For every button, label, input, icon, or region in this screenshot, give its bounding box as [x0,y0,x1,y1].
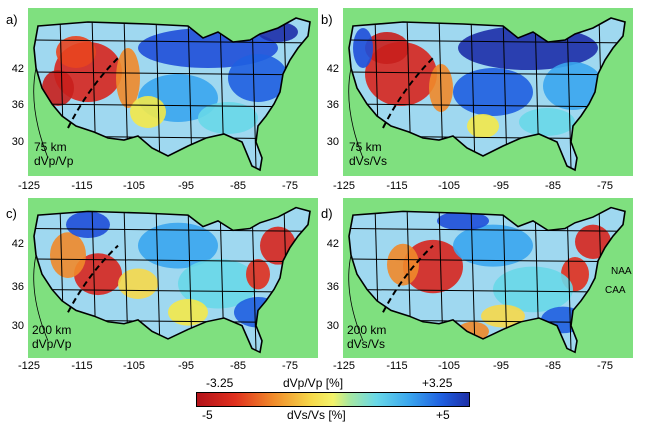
lon-tick-label: -115 [71,180,93,192]
lon-tick-label: -95 [178,360,194,372]
depth-quantity-label: 200 km dVs/Vs [347,323,386,351]
caa-annotation: CAA [605,285,626,296]
lon-tick-label: -75 [282,180,298,192]
lon-tick-label: -85 [545,180,561,192]
lat-tick-label: 42 [326,238,339,250]
lat-tick-label: 42 [326,63,339,75]
lat-tick-label: 36 [326,281,339,293]
lon-tick-label: -95 [178,180,194,192]
panel-label: b) [321,12,333,27]
lon-tick-label: -105 [122,360,146,372]
depth-label: 75 km [349,140,382,154]
panel-c: c) 42 36 30 200 km dVp/Vp -125 -115 -105… [0,190,335,380]
depth-quantity-label: 75 km dVs/Vs [349,140,387,168]
depth-label: 200 km [347,323,387,337]
lat-tick-label: 36 [11,281,24,293]
quantity-label: dVs/Vs [347,337,386,351]
panel-label: a) [6,12,18,27]
lon-tick-label: -115 [71,360,93,372]
lon-tick-label: -75 [282,360,298,372]
lat-tick-label: 30 [11,136,24,148]
tomography-map [28,8,318,176]
depth-label: 200 km [32,323,72,337]
lat-tick-label: 30 [326,320,339,332]
naa-annotation: NAA [611,266,632,277]
lon-tick-label: -105 [437,180,461,192]
lon-tick-label: -125 [332,180,356,192]
lat-tick-label: 42 [11,63,24,75]
quantity-label: dVp/Vp [32,337,72,351]
colorbar-gradient [196,392,470,407]
tomography-map [28,198,318,358]
lon-tick-label: -105 [437,360,461,372]
panel-a: a) 42 36 30 75 km dVp/Vp -125 -115 -105 … [0,0,335,200]
quantity-label: dVs/Vs [349,154,388,168]
lon-tick-label: -125 [17,360,41,372]
lon-tick-label: -75 [597,180,613,192]
s-axis-label: dVs/Vs [%] [287,408,346,422]
panel-b: b) 42 36 30 75 km dVs/Vs -125 -115 -105 … [315,0,650,200]
lon-tick-label: -115 [386,180,408,192]
lon-tick-label: -95 [493,360,509,372]
tomography-map [343,8,633,176]
panel-label: c) [6,206,17,221]
p-axis-label: dVp/Vp [%] [283,376,344,390]
depth-label: 75 km [34,140,67,154]
s-min-label: -5 [202,408,213,422]
lon-tick-label: -85 [230,180,246,192]
p-max-label: +3.25 [422,376,453,390]
lon-tick-label: -95 [493,180,509,192]
depth-quantity-label: 200 km dVp/Vp [32,323,71,351]
panel-d: d) 42 36 30 200 km dVs/Vs NAA CAA -125 -… [315,190,650,380]
p-min-label: -3.25 [206,376,234,390]
lon-tick-label: -105 [122,180,146,192]
depth-quantity-label: 75 km dVp/Vp [34,140,73,168]
colorbar: -3.25 dVp/Vp [%] +3.25 -5 dVs/Vs [%] +5 [0,370,670,440]
panel-label: d) [321,206,333,221]
lat-tick-label: 30 [11,320,24,332]
lat-tick-label: 36 [326,99,339,111]
tomography-map [343,198,633,358]
lat-tick-label: 30 [326,136,339,148]
lon-tick-label: -85 [545,360,561,372]
lon-tick-label: -115 [386,360,408,372]
lat-tick-label: 36 [11,99,24,111]
lat-tick-label: 42 [11,238,24,250]
lon-tick-label: -125 [332,360,356,372]
s-max-label: +5 [436,408,450,422]
lon-tick-label: -75 [597,360,613,372]
quantity-label: dVp/Vp [34,154,74,168]
lon-tick-label: -85 [230,360,246,372]
lon-tick-label: -125 [17,180,41,192]
